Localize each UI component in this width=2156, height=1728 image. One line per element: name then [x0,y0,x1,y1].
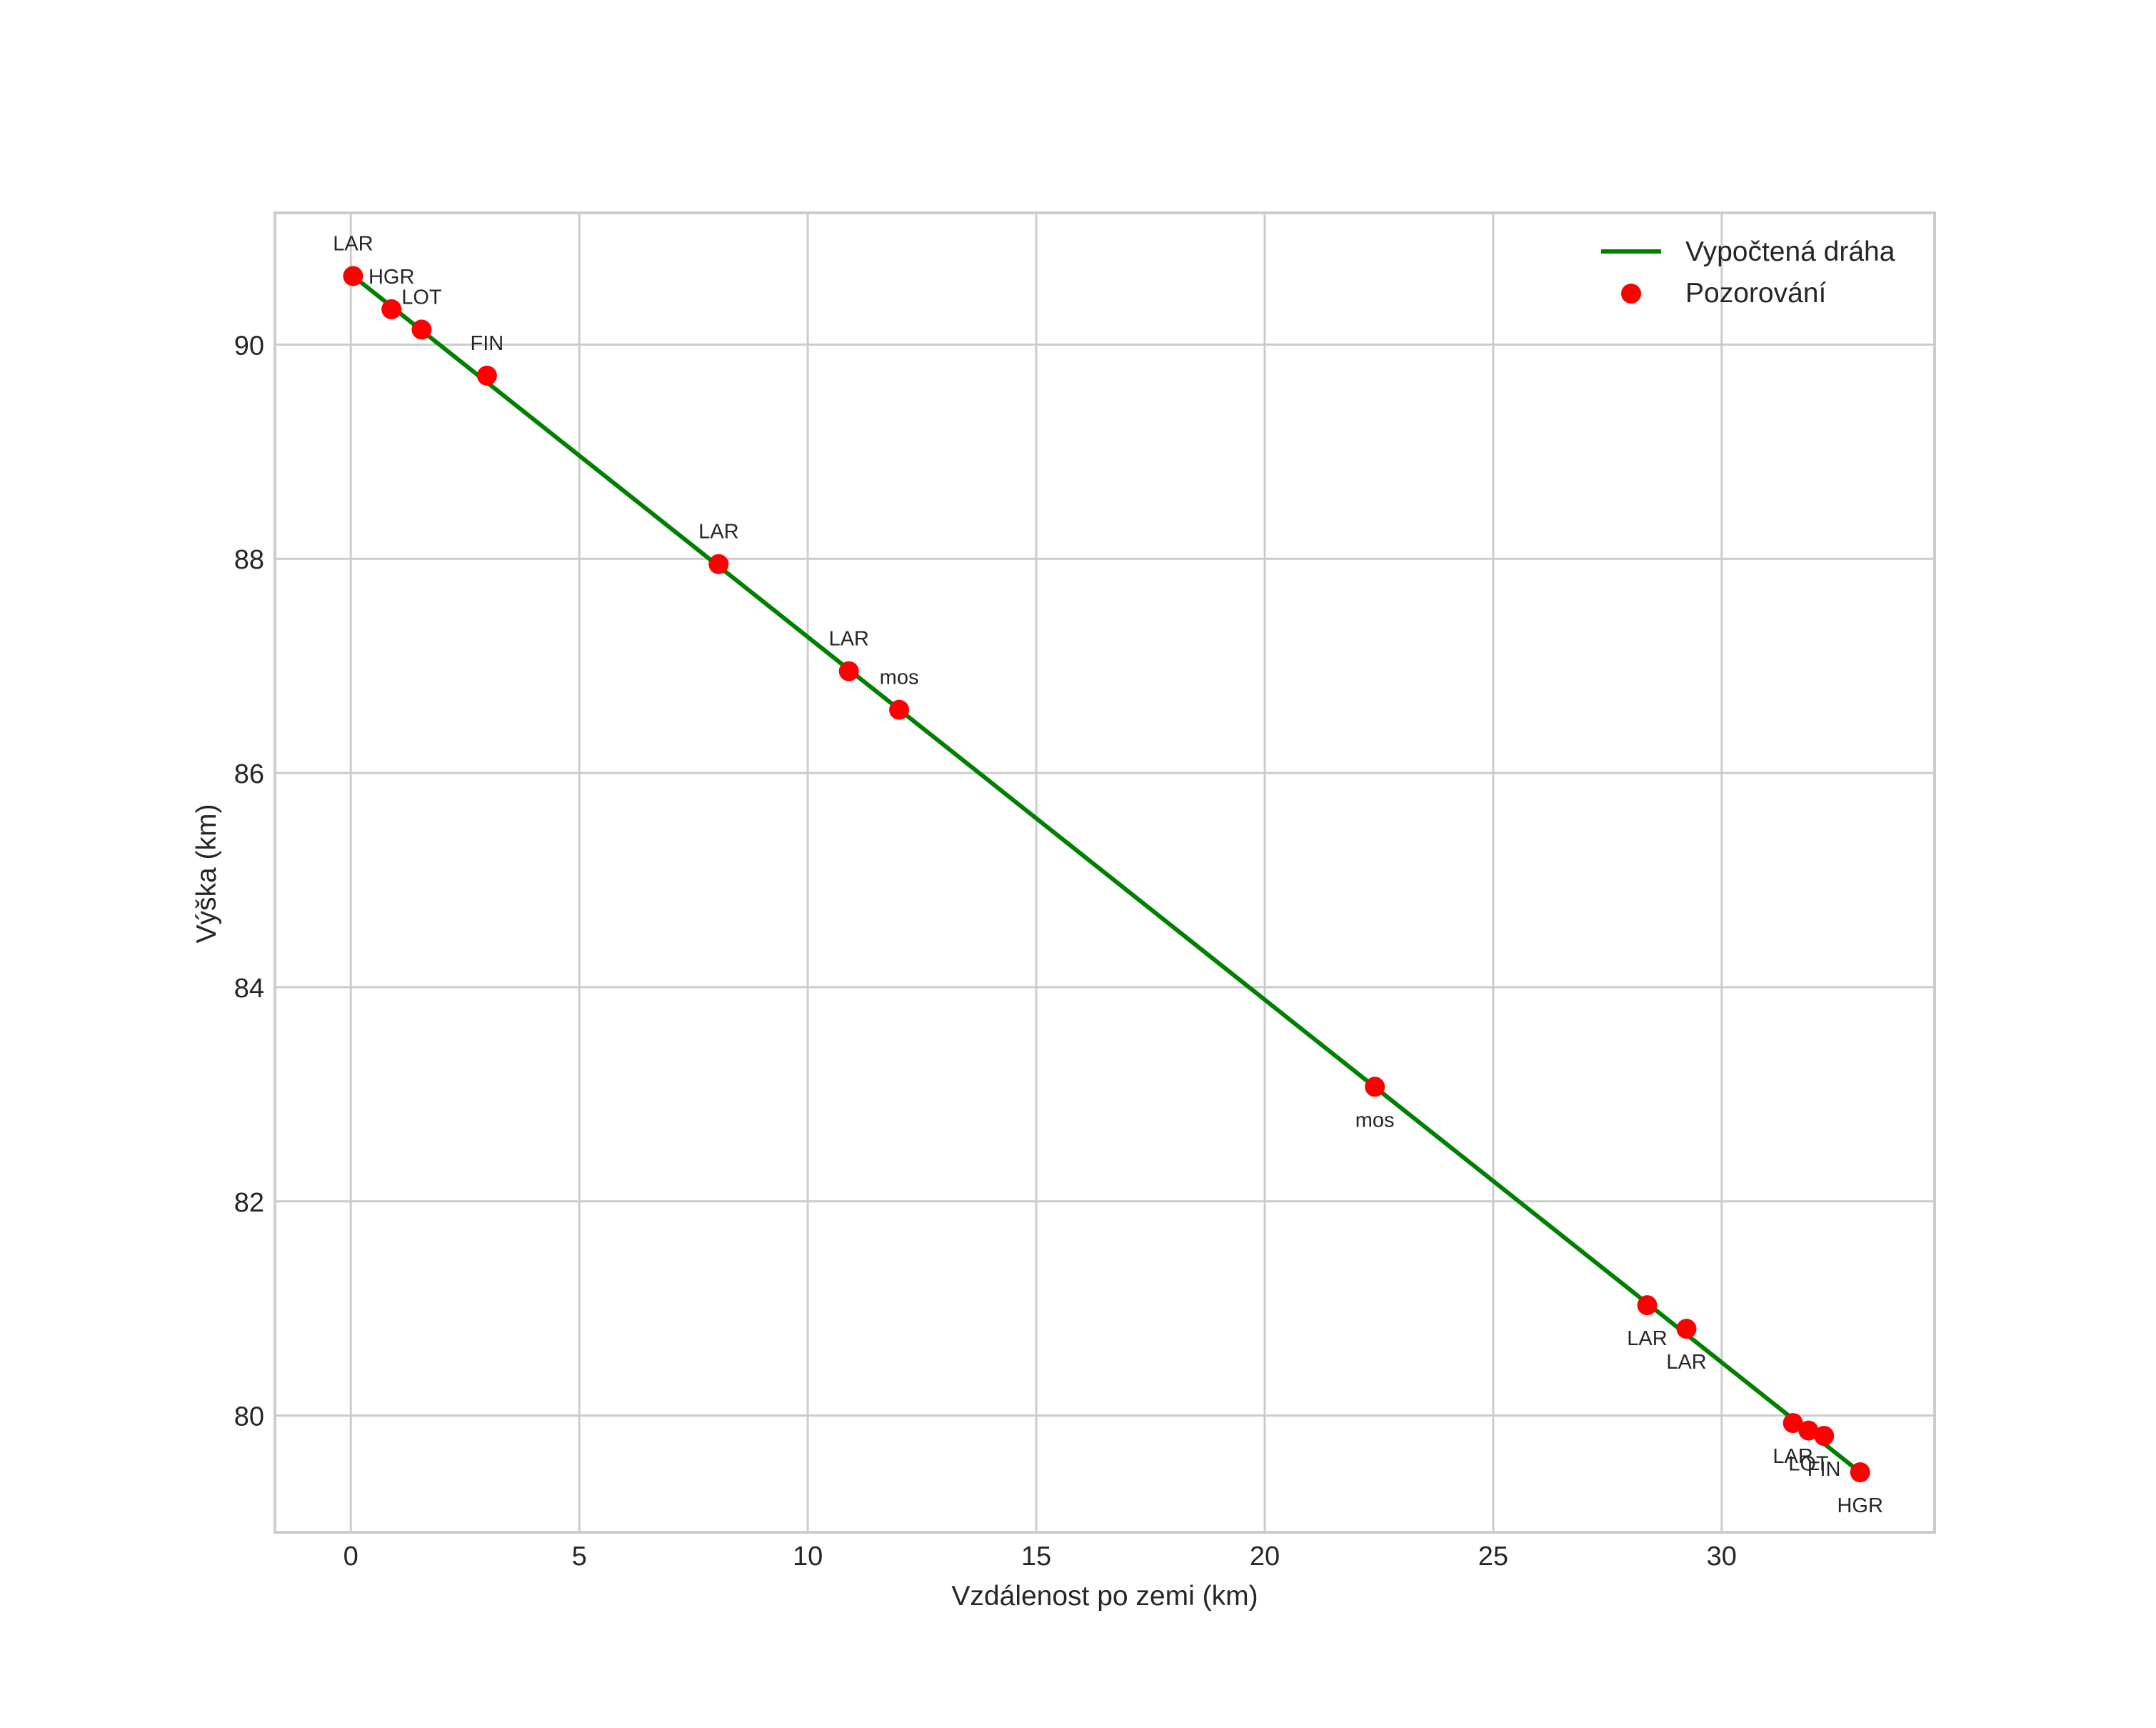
observation-point [1365,1077,1385,1097]
plot-frame [274,211,1936,1534]
station-label: FIN [471,332,504,355]
station-labels: LARHGRLOTFINLARLARmosmosLARLARLARLOTFINH… [333,232,1883,1517]
observation-point [1637,1295,1658,1316]
x-tick-label: 5 [572,1542,587,1572]
x-tick-label: 15 [1021,1542,1051,1572]
computed-trajectory-line [351,274,1862,1474]
station-label: LOT [401,286,442,309]
x-axis-label: Vzdálenost po zemi (km) [951,1581,1258,1612]
observation-point [889,699,910,720]
legend: Vypočtená dráha Pozorování [1601,236,1895,309]
observation-point [1798,1420,1819,1441]
observation-point [708,554,729,574]
x-tick-label: 20 [1250,1542,1280,1572]
x-tick-label: 10 [793,1542,823,1572]
legend-dot-icon [1621,284,1641,304]
x-tick-labels: 0 5 10 15 20 25 30 [344,1542,1737,1572]
y-tick-label: 82 [234,1188,264,1218]
station-label: HGR [1837,1494,1882,1517]
y-axis-label: Výška (km) [191,804,222,944]
observation-point [1814,1426,1835,1447]
x-tick-label: 25 [1478,1542,1508,1572]
observation-point [381,299,402,319]
x-tick-label: 30 [1707,1542,1737,1572]
legend-label-observations: Pozorování [1685,278,1826,309]
station-label: LAR [1666,1351,1706,1374]
observation-point [411,319,432,340]
y-tick-label: 84 [234,974,264,1004]
station-label: FIN [1807,1458,1841,1481]
y-tick-label: 88 [234,545,264,575]
y-tick-labels: 80 82 84 86 88 90 [234,331,264,1432]
legend-label-trajectory: Vypočtená dráha [1685,236,1895,267]
station-label: LAR [1627,1327,1667,1350]
grid-lines [275,213,1935,1532]
station-label: LAR [333,232,373,255]
observation-point [838,661,859,681]
station-label: mos [1355,1109,1395,1132]
trajectory-line [351,274,1862,1474]
station-label: LOT [1788,1453,1829,1476]
x-tick-label: 0 [344,1542,359,1572]
y-tick-label: 80 [234,1402,264,1432]
y-tick-label: 90 [234,331,264,361]
y-tick-label: 86 [234,759,264,789]
observation-point [1676,1319,1697,1339]
observation-point [1850,1462,1870,1483]
station-label: LAR [828,628,868,651]
observation-point [343,266,363,286]
station-label: LAR [698,521,738,544]
observation-points [343,266,1870,1483]
observation-point [476,365,497,386]
observation-point [1783,1413,1803,1434]
station-label: HGR [368,266,414,289]
station-label: mos [880,666,919,689]
station-label: LAR [1773,1445,1812,1468]
